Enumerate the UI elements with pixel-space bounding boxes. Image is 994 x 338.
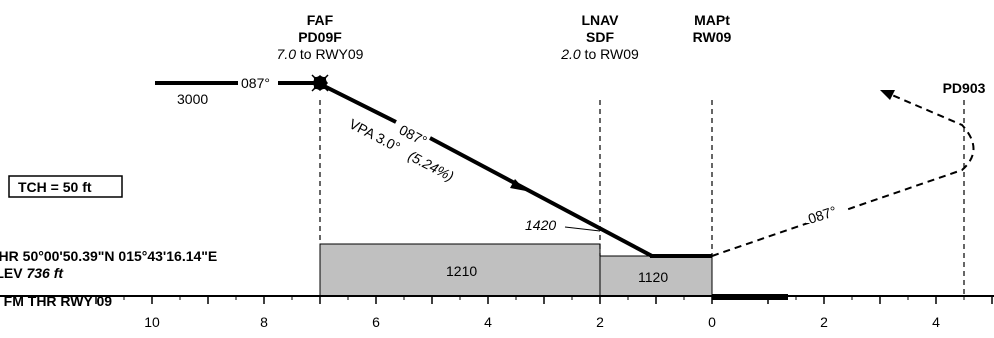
axis-tick-label: 8 bbox=[260, 314, 268, 330]
final-approach-path-lower bbox=[429, 136, 653, 258]
axis-tick-label: 4 bbox=[484, 314, 492, 330]
mapt-name: RW09 bbox=[693, 29, 732, 45]
axis-tick-label: 2 bbox=[820, 314, 828, 330]
axis-tick-label: 2 bbox=[596, 314, 604, 330]
missed-approach-arrow-icon bbox=[880, 90, 895, 100]
pd903-label: PD903 bbox=[943, 80, 986, 96]
faf-distance: 7.0 to RWY09 bbox=[277, 46, 364, 62]
runway-bar bbox=[712, 294, 788, 300]
sdf-distance: 2.0 to RW09 bbox=[560, 46, 639, 62]
faf-name: PD09F bbox=[298, 29, 342, 45]
threshold-coordinates: THR 50°00'50.39"N 015°43'16.14"E bbox=[0, 248, 217, 264]
minimum-altitude-1120-label: 1120 bbox=[638, 269, 668, 285]
tch-label: TCH = 50 ft bbox=[18, 179, 92, 195]
axis-tick-label: 6 bbox=[372, 314, 380, 330]
threshold-elevation: ELEV 736 ft bbox=[0, 265, 64, 281]
minimum-altitude-1210-label: 1210 bbox=[446, 263, 477, 279]
tch-box bbox=[8, 175, 123, 198]
vpa-gradient-label: (5.24%) bbox=[406, 147, 457, 184]
axis-tick-label: 0 bbox=[708, 314, 716, 330]
initial-altitude-label: 3000 bbox=[177, 91, 208, 107]
distance-axis-label: NM FM THR RWY 09 bbox=[0, 293, 112, 309]
missed-approach-path bbox=[711, 91, 975, 257]
sdf-name: SDF bbox=[586, 29, 614, 45]
final-approach-path-upper bbox=[321, 83, 397, 124]
sdf-altitude-leader bbox=[564, 226, 601, 232]
minimum-altitude-box-1210 bbox=[319, 243, 601, 297]
initial-course-label: 087° bbox=[241, 75, 270, 91]
final-approach-course-label: 087° bbox=[397, 121, 430, 149]
distance-axis-tick-labels: 10 8 6 4 2 0 2 4 bbox=[144, 314, 940, 330]
axis-tick-label: 10 bbox=[144, 314, 160, 330]
missed-course-label-bg bbox=[806, 205, 846, 223]
sdf-altitude-label: 1420 bbox=[525, 217, 556, 233]
final-approach-arrow-icon bbox=[510, 179, 526, 191]
faf-title: FAF bbox=[307, 12, 334, 28]
sdf-title: LNAV bbox=[581, 12, 619, 28]
axis-tick-label: 4 bbox=[932, 314, 940, 330]
mapt-title: MAPt bbox=[694, 12, 730, 28]
minimum-altitude-box-1120 bbox=[599, 255, 713, 297]
faf-cross-icon bbox=[311, 74, 329, 92]
distance-axis-ticks bbox=[95, 296, 993, 304]
